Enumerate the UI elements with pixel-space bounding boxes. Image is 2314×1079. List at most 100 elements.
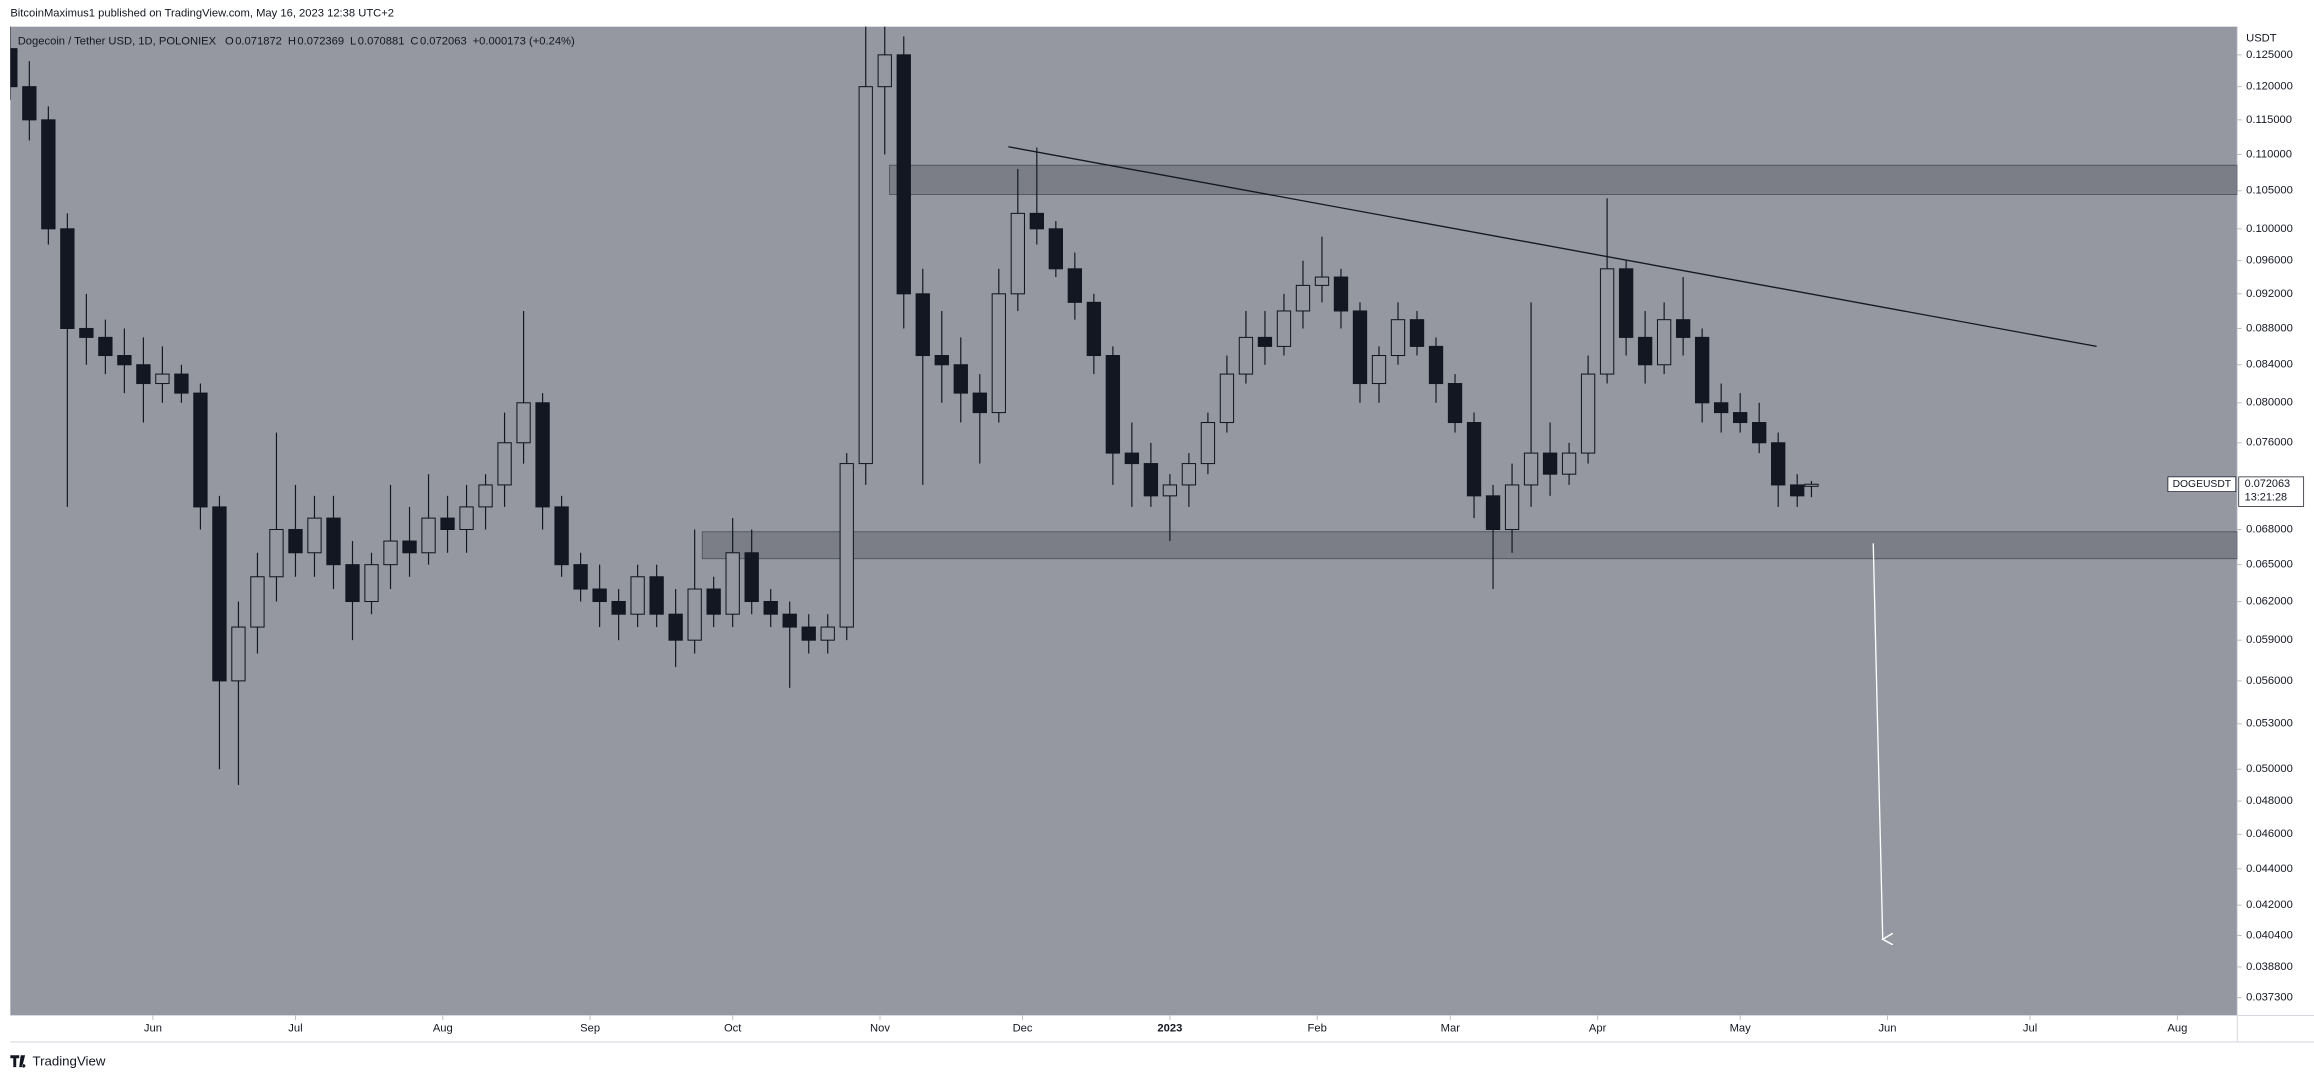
ohlc-letter: O <box>225 35 234 47</box>
candle-body <box>1561 452 1577 475</box>
candle-body <box>22 86 37 121</box>
candle-body <box>1675 319 1691 338</box>
candle-body <box>991 293 1006 414</box>
x-tick-label: May <box>1730 1023 1752 1035</box>
trendline <box>1008 146 2097 348</box>
y-tick-label: 0.059000 <box>2246 634 2293 646</box>
candle-body <box>896 54 911 295</box>
x-tick-label: Jul <box>2023 1023 2037 1035</box>
x-tick-label: Jul <box>288 1023 302 1035</box>
candle-body <box>611 600 626 615</box>
x-tick-label: Oct <box>724 1023 742 1035</box>
brand-logo: TradingView <box>10 1053 106 1068</box>
candle-body <box>725 552 740 615</box>
x-tick-label: Jun <box>144 1023 162 1035</box>
price-change: +0.000173 (+0.24%) <box>473 35 575 47</box>
currency: USDT <box>2246 32 2277 44</box>
symbol-tag-bg <box>2167 476 2237 492</box>
candle-body <box>516 402 531 444</box>
candle-body <box>687 588 702 641</box>
candle-body <box>1181 463 1197 486</box>
y-tick-label: 0.125000 <box>2246 49 2293 61</box>
y-tick-label: 0.037300 <box>2246 992 2293 1004</box>
x-tick-label: Aug <box>2167 1023 2187 1035</box>
candle-body <box>1086 301 1102 357</box>
ohlc-letter: L <box>350 35 356 47</box>
y-tick-label: 0.040400 <box>2246 929 2293 941</box>
candle-body <box>820 626 835 641</box>
y-tick-label: 0.100000 <box>2246 223 2293 235</box>
y-tick-label: 0.068000 <box>2246 523 2293 535</box>
candle-body <box>744 552 759 603</box>
y-tick-label: 0.096000 <box>2246 255 2293 267</box>
ohlc-letter: H <box>288 35 296 47</box>
candle-body <box>383 540 398 566</box>
candle-body <box>10 48 18 88</box>
candle-body <box>1790 484 1805 497</box>
x-tick-label: Aug <box>433 1023 453 1035</box>
ohlc-letter: C <box>410 35 418 47</box>
x-tick-label: Feb <box>1308 1023 1327 1035</box>
candle-body <box>1162 484 1178 497</box>
candle-body <box>364 564 379 603</box>
projection-arrow <box>1872 543 1883 939</box>
candle-body <box>763 600 778 615</box>
candle-body <box>1124 452 1140 465</box>
countdown: 13:21:28 <box>2245 491 2287 503</box>
candle-body <box>41 119 56 230</box>
candle-body <box>801 626 816 641</box>
ohlc-value: 0.070881 <box>358 35 405 47</box>
candle-body <box>858 86 873 465</box>
candle-body <box>915 293 930 357</box>
candle-body <box>60 228 75 329</box>
candle-body <box>1352 310 1368 385</box>
candle-body <box>1771 442 1786 486</box>
candle-body <box>1219 373 1235 424</box>
candle-body <box>1390 319 1406 357</box>
candle-body <box>1029 212 1044 230</box>
brand: TradingView <box>32 1053 105 1068</box>
candle-body <box>592 588 607 603</box>
symbol-tag: DOGEUSDT <box>2173 479 2232 490</box>
candle-body <box>269 528 284 578</box>
x-tick-label: 2023 <box>1157 1023 1182 1035</box>
candle-body <box>1694 336 1710 404</box>
candle-body <box>630 576 645 615</box>
x-tick-label: Dec <box>1013 1023 1033 1035</box>
axes: 0.125000 0.120000 0.115000 0.110000 0.105000… <box>144 49 2305 1035</box>
candle-body <box>231 626 246 682</box>
candle-body <box>1732 412 1748 424</box>
y-tick-label: 0.105000 <box>2246 185 2293 197</box>
candle-body <box>1200 422 1216 465</box>
candle-body <box>155 373 170 385</box>
candle-body <box>1428 345 1444 385</box>
y-tick-label: 0.050000 <box>2246 763 2293 775</box>
publisher: BitcoinMaximus1 published on TradingView… <box>10 7 394 19</box>
candle-body <box>1752 422 1767 444</box>
candle-body <box>478 484 493 508</box>
y-tick-label: 0.120000 <box>2246 81 2293 93</box>
y-tick-label: 0.110000 <box>2246 148 2292 160</box>
candle-body <box>421 517 436 554</box>
candle-body <box>98 336 113 357</box>
candle-body <box>402 540 417 554</box>
y-tick-label: 0.088000 <box>2246 322 2293 334</box>
x-tick-label: Mar <box>1441 1023 1461 1035</box>
candle-body <box>497 442 512 486</box>
y-tick-label: 0.080000 <box>2246 397 2293 409</box>
candle-body <box>79 327 94 338</box>
y-tick-label: 0.046000 <box>2246 828 2293 840</box>
candle-body <box>782 613 797 628</box>
candle-body <box>649 576 664 615</box>
candle-body <box>250 576 265 628</box>
symbol-title: Dogecoin / Tether USD, 1D, POLONIEX <box>18 35 217 47</box>
candle-body <box>839 463 854 628</box>
y-tick-label: 0.053000 <box>2246 718 2293 730</box>
candle-body <box>1447 383 1463 424</box>
candle-body <box>573 564 588 590</box>
candle-body <box>934 355 949 366</box>
y-tick-label: 0.056000 <box>2246 675 2293 687</box>
candle-body <box>193 392 208 508</box>
